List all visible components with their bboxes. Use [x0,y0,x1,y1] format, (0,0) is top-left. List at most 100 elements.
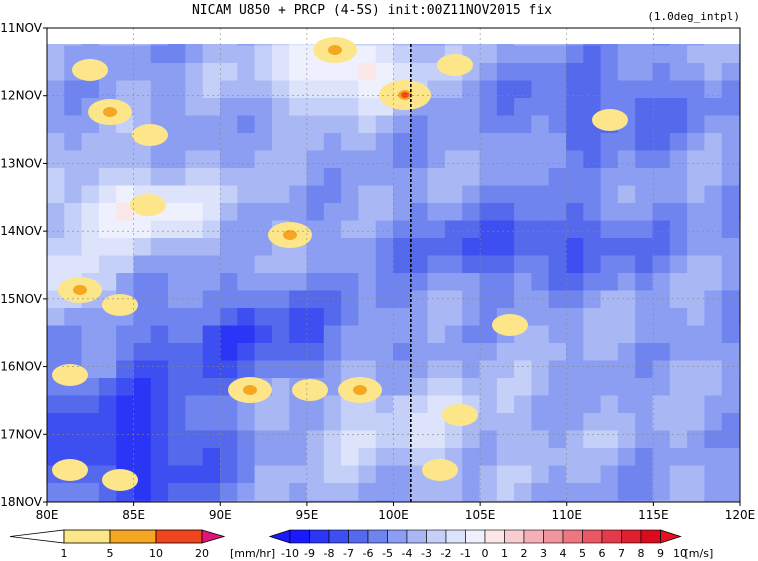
wind-cell [341,185,359,204]
wind-cell [635,203,654,222]
wind-cell [185,290,204,309]
wind-cell [393,325,411,344]
wind-cell [687,168,705,187]
wind-cell [548,413,567,432]
wind-cell [393,150,411,169]
wind-bar-segment [660,529,682,544]
wind-cell [133,80,152,99]
wind-cell [583,343,602,362]
wind-bar-segment [640,529,661,544]
wind-cell [98,343,117,362]
wind-cell [704,98,723,117]
wind-cell [635,430,654,449]
wind-cell [462,378,481,397]
wind-cell [721,150,740,169]
wind-cell [202,325,221,344]
wind-cell [254,483,273,502]
wind-bar-segment [289,529,310,544]
wind-cell [548,80,567,99]
wind-cell [687,98,705,117]
wind-cell [496,133,515,152]
wind-cell [566,430,584,449]
wind-cell [652,255,671,274]
wind-cell [393,220,411,239]
wind-cell [47,325,65,344]
wind-cell [358,133,377,152]
precip-patch [243,385,257,395]
wind-cell [375,133,394,152]
wind-bar-label: -6 [363,547,374,560]
wind-cell [704,220,723,239]
wind-cell [687,238,705,257]
wind-cell [393,115,411,134]
wind-cell [150,63,169,82]
wind-cell [81,80,100,99]
wind-cell [133,290,152,309]
wind-cell [341,465,359,484]
wind-cell [427,343,446,362]
precip-unit: [mm/hr] [230,547,275,560]
wind-cell [306,465,325,484]
wind-cell [306,98,325,117]
wind-cell [427,360,446,379]
x-tick-label: 85E [122,508,145,522]
wind-cell [444,80,463,99]
wind-cell [150,500,169,502]
wind-cell [358,255,377,274]
wind-cell [133,360,152,379]
wind-cell [271,430,290,449]
wind-cell [289,45,308,64]
wind-cell [271,448,290,467]
wind-cell [635,115,654,134]
wind-cell [168,308,186,327]
wind-bar-label: 3 [540,547,547,560]
wind-cell [427,500,446,502]
wind-cell [220,500,238,502]
wind-cell [652,220,671,239]
wind-cell [514,150,532,169]
wind-cell [271,80,290,99]
wind-cell [444,150,463,169]
wind-cell [150,465,169,484]
precip-patch [102,469,138,491]
wind-cell [687,133,705,152]
wind-cell [47,63,65,82]
wind-cell [168,255,186,274]
wind-cell [583,133,602,152]
wind-cell [220,133,238,152]
wind-cell [98,133,117,152]
wind-cell [150,98,169,117]
wind-cell [202,273,221,292]
wind-cell [479,185,498,204]
wind-cell [496,378,515,397]
wind-cell [254,430,273,449]
wind-cell [116,500,135,502]
wind-cell [358,343,377,362]
wind-cell [237,168,256,187]
wind-cell [98,185,117,204]
wind-cell [496,413,515,432]
wind-cell [531,80,550,99]
wind-cell [64,413,83,432]
wind-cell [600,185,619,204]
wind-cell [444,290,463,309]
wind-cell [375,63,394,82]
x-axis-ticks: 80E 85E 90E 95E 100E 105E 110E 115E 120E [36,502,755,522]
wind-cell [704,185,723,204]
wind-cell [168,483,186,502]
wind-cell [150,343,169,362]
wind-cell [220,308,238,327]
wind-cell [600,168,619,187]
wind-cell [185,465,204,484]
wind-cell [514,255,532,274]
wind-cell [393,395,411,414]
wind-bar-segment [543,529,564,544]
wind-cell [635,255,654,274]
wind-cell [617,290,636,309]
wind-cell [427,483,446,502]
wind-cell [548,378,567,397]
wind-cell [237,360,256,379]
wind-cell [617,45,636,64]
precip-patch [132,124,168,146]
wind-cell [548,98,567,117]
